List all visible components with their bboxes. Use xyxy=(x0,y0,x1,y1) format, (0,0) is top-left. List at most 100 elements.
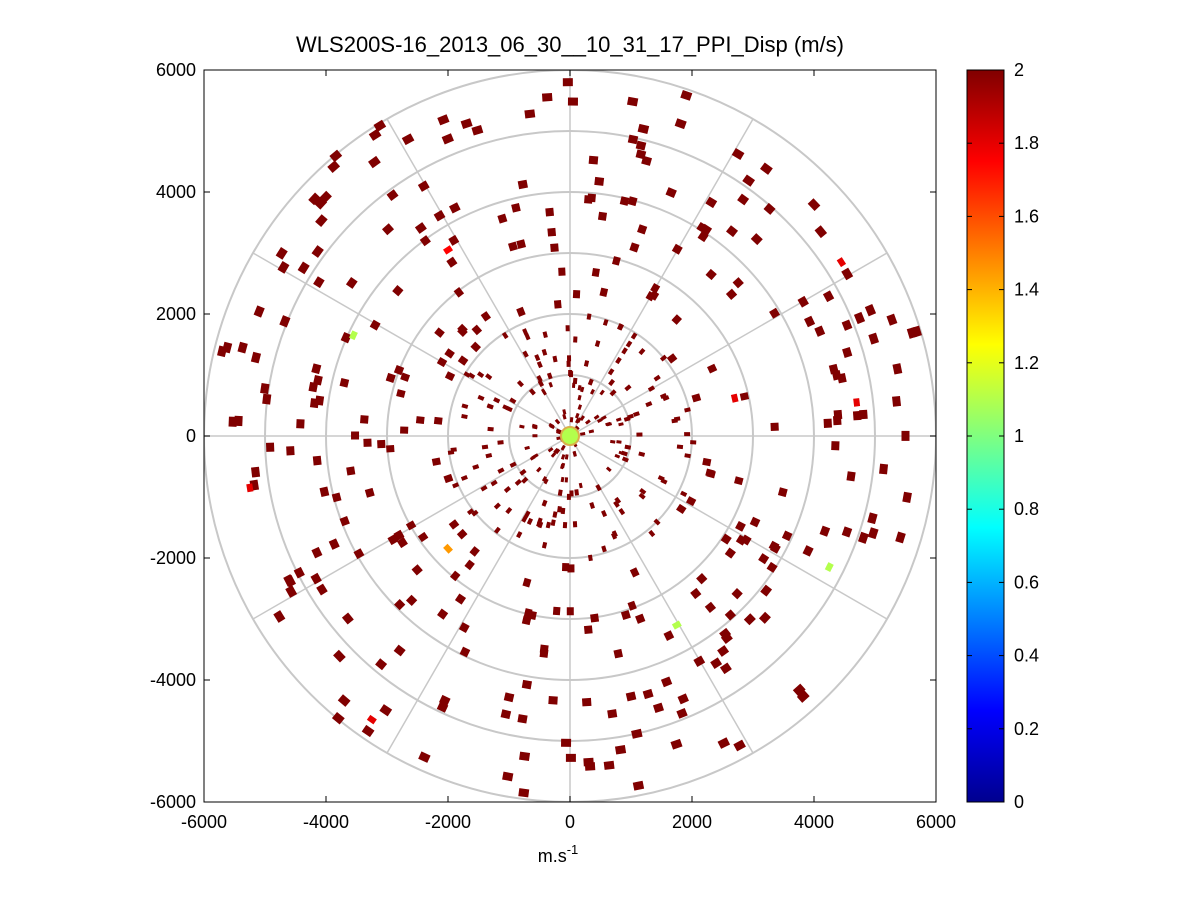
y-tick-label: 4000 xyxy=(156,182,196,202)
data-cell xyxy=(537,379,545,388)
data-cell xyxy=(833,409,843,420)
data-cell xyxy=(737,193,750,206)
data-cell xyxy=(590,613,600,623)
data-cell xyxy=(392,285,404,297)
data-cell xyxy=(569,490,574,497)
data-cell xyxy=(609,389,617,397)
data-cell xyxy=(648,529,656,538)
data-cell xyxy=(758,611,771,624)
data-cell xyxy=(446,256,458,268)
data-cell xyxy=(749,516,761,528)
data-cell xyxy=(286,446,295,456)
data-cell xyxy=(285,585,298,598)
data-cell xyxy=(314,196,328,210)
data-cell xyxy=(680,90,693,101)
data-cell xyxy=(481,444,489,450)
data-cell xyxy=(724,609,737,621)
data-cell xyxy=(542,331,548,339)
data-cell xyxy=(766,561,778,573)
data-cell xyxy=(814,325,826,337)
highlighted-point xyxy=(443,245,454,255)
data-cell xyxy=(653,518,661,526)
data-cell xyxy=(635,140,647,151)
data-cell xyxy=(702,457,712,467)
data-cell xyxy=(524,445,530,451)
data-cell xyxy=(615,417,622,422)
data-cell xyxy=(626,96,639,107)
data-cell xyxy=(511,203,521,213)
data-cell xyxy=(521,679,533,690)
data-cell xyxy=(579,432,586,436)
data-cell xyxy=(731,588,743,600)
data-cell xyxy=(760,584,773,597)
data-cell xyxy=(770,422,779,431)
data-cell xyxy=(311,546,323,559)
data-cell xyxy=(517,179,528,190)
data-cell xyxy=(627,196,638,207)
data-cell xyxy=(277,261,290,274)
data-cell xyxy=(618,508,626,516)
data-cell xyxy=(331,711,345,725)
data-cell xyxy=(653,374,661,382)
data-cell xyxy=(419,235,431,247)
data-cell xyxy=(588,155,599,165)
data-cell xyxy=(368,155,381,169)
data-cell xyxy=(583,757,594,767)
data-cell xyxy=(552,606,561,616)
data-cell xyxy=(417,531,429,543)
data-cell xyxy=(610,532,618,540)
data-cell xyxy=(670,738,683,750)
data-cell xyxy=(804,315,816,328)
data-cell xyxy=(710,657,723,669)
data-cell xyxy=(396,537,408,549)
data-cell xyxy=(436,357,448,368)
data-cell xyxy=(624,444,632,450)
data-cell xyxy=(471,324,483,336)
data-cell xyxy=(415,416,425,424)
grid-ring xyxy=(325,191,815,681)
data-cell xyxy=(831,370,842,381)
highlighted-point xyxy=(443,543,453,554)
data-cell xyxy=(561,462,566,469)
data-cell xyxy=(575,412,580,419)
data-cell xyxy=(607,368,615,376)
colorbar-tick-label: 0.6 xyxy=(1014,572,1039,592)
data-cell xyxy=(706,469,716,479)
data-cell xyxy=(548,422,555,428)
data-cell xyxy=(685,496,697,507)
data-cell xyxy=(453,287,465,298)
data-cell xyxy=(624,384,632,392)
data-cell xyxy=(547,227,557,237)
data-cell xyxy=(593,414,600,420)
data-cell xyxy=(541,541,548,549)
data-cell xyxy=(466,508,475,516)
data-cell xyxy=(493,526,501,534)
data-cell xyxy=(587,554,593,562)
center-point xyxy=(560,426,580,446)
x-tick-label: 4000 xyxy=(794,812,834,832)
data-cell xyxy=(461,403,469,409)
data-cell xyxy=(605,421,611,427)
data-cell xyxy=(456,528,468,540)
data-cell xyxy=(879,463,889,475)
data-cell xyxy=(556,430,562,435)
colorbar-tick-label: 2 xyxy=(1014,60,1024,80)
data-cell xyxy=(627,413,634,420)
data-cell xyxy=(373,119,387,132)
data-cell xyxy=(684,432,691,437)
data-cell xyxy=(536,361,543,369)
data-cell xyxy=(279,315,291,328)
data-cell xyxy=(769,307,781,319)
data-cell xyxy=(577,384,582,391)
data-cell xyxy=(339,516,350,527)
y-tick-label: 0 xyxy=(186,426,196,446)
data-cell xyxy=(565,325,570,332)
data-cell xyxy=(541,499,548,507)
colorbar-gradient xyxy=(966,69,1005,803)
data-cell xyxy=(505,405,513,413)
data-cell xyxy=(659,354,668,362)
data-cell xyxy=(448,519,460,530)
data-cell xyxy=(450,447,457,453)
data-cell xyxy=(660,676,673,688)
data-cell xyxy=(693,655,706,667)
